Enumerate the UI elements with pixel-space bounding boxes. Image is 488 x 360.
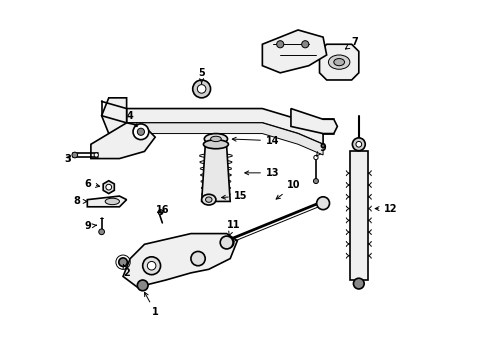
Circle shape [137,128,144,135]
Text: 12: 12 [374,203,397,213]
Polygon shape [103,181,114,194]
Circle shape [158,210,163,215]
Circle shape [313,156,317,159]
Circle shape [301,41,308,48]
Polygon shape [126,109,323,144]
Text: 11: 11 [226,220,240,235]
Ellipse shape [204,134,227,144]
Polygon shape [126,123,323,155]
Circle shape [99,229,104,235]
Text: 3: 3 [64,154,71,163]
Circle shape [316,197,329,210]
Text: 9: 9 [316,143,325,156]
Circle shape [313,179,318,184]
Circle shape [220,236,233,249]
Circle shape [147,261,156,270]
Text: 15: 15 [221,191,247,201]
Circle shape [94,153,98,157]
Text: 4: 4 [127,111,137,127]
Text: 9: 9 [84,221,96,231]
Circle shape [192,80,210,98]
Polygon shape [262,30,326,73]
Text: 2: 2 [123,265,130,278]
Polygon shape [201,146,230,202]
Text: 6: 6 [84,179,100,189]
Text: 1: 1 [144,292,159,317]
Ellipse shape [203,140,228,149]
Circle shape [190,251,205,266]
Ellipse shape [205,197,212,202]
Circle shape [197,85,205,93]
Circle shape [137,280,148,291]
Text: 16: 16 [155,205,169,215]
Text: 8: 8 [73,197,87,206]
Polygon shape [349,152,367,280]
Circle shape [72,152,78,158]
Text: 7: 7 [345,37,358,49]
Ellipse shape [105,198,119,204]
Polygon shape [319,44,358,80]
Circle shape [276,41,283,48]
Text: 10: 10 [276,180,300,199]
Ellipse shape [201,194,216,205]
Ellipse shape [210,136,221,141]
Circle shape [133,124,148,140]
Circle shape [142,257,160,275]
Polygon shape [102,98,126,134]
Text: 5: 5 [198,68,204,84]
Circle shape [223,237,233,248]
Polygon shape [91,123,155,158]
Circle shape [353,278,364,289]
Polygon shape [87,196,126,207]
Text: 13: 13 [244,168,279,178]
Circle shape [352,138,365,151]
Polygon shape [123,234,237,287]
Ellipse shape [333,59,344,66]
Polygon shape [290,109,337,134]
Circle shape [106,184,111,190]
Text: 14: 14 [232,136,279,146]
Circle shape [355,141,361,147]
Ellipse shape [328,55,349,69]
Circle shape [119,258,127,266]
